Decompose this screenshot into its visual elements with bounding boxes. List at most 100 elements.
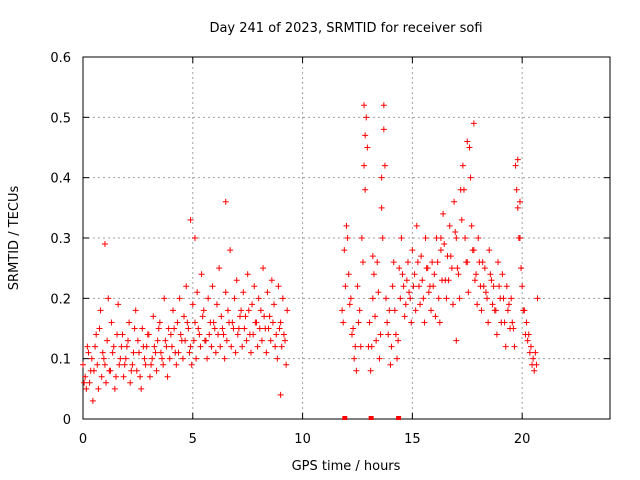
- data-point: [342, 283, 349, 290]
- data-point: [515, 235, 522, 241]
- data-point: [219, 325, 226, 332]
- data-point: [135, 349, 142, 356]
- data-point: [362, 186, 369, 193]
- data-point: [144, 331, 151, 338]
- data-point: [115, 301, 122, 308]
- data-point: [273, 331, 280, 338]
- data-point: [139, 325, 146, 332]
- data-point: [531, 367, 538, 374]
- data-point: [228, 343, 235, 350]
- data-point: [380, 126, 387, 133]
- data-point: [514, 204, 521, 211]
- data-point: [409, 247, 416, 254]
- data-point: [132, 307, 139, 314]
- data-point: [161, 295, 168, 302]
- data-point: [441, 241, 448, 248]
- data-point: [454, 265, 461, 272]
- data-point: [233, 277, 240, 284]
- data-point: [105, 295, 112, 302]
- data-point: [98, 373, 105, 380]
- data-point: [467, 174, 474, 181]
- data-point: [179, 355, 186, 362]
- data-point: [462, 235, 469, 241]
- data-point: [191, 235, 198, 241]
- data-point: [351, 355, 358, 362]
- data-point: [346, 301, 353, 308]
- data-point: [255, 295, 262, 302]
- data-point: [176, 295, 183, 302]
- data-point: [397, 295, 404, 302]
- data-point: [437, 247, 444, 254]
- y-tick-label: 0.1: [50, 353, 71, 368]
- data-point: [177, 331, 184, 338]
- data-point: [216, 265, 223, 272]
- data-point: [151, 343, 158, 350]
- data-point: [482, 289, 489, 296]
- data-point: [502, 343, 509, 350]
- data-point: [133, 367, 140, 374]
- data-point: [186, 349, 193, 356]
- y-tick-label: 0.3: [50, 232, 71, 247]
- data-point: [366, 319, 373, 326]
- data-point: [196, 331, 203, 338]
- data-point: [283, 361, 290, 368]
- data-point: [112, 373, 119, 380]
- data-point: [170, 307, 177, 314]
- x-tick-label: 10: [294, 432, 311, 447]
- data-point: [458, 216, 465, 223]
- data-point: [110, 343, 117, 350]
- data-point: [386, 307, 393, 314]
- data-point: [217, 343, 224, 350]
- x-tick-labels: 0 5 10 15 20: [79, 432, 531, 447]
- data-point: [210, 319, 217, 326]
- data-point: [204, 355, 211, 362]
- data-point: [211, 325, 218, 332]
- data-point: [357, 343, 364, 350]
- data-point: [475, 235, 482, 241]
- y-tick-labels: 0 0.1 0.2 0.3 0.4 0.5 0.6: [50, 51, 71, 428]
- data-point: [407, 295, 414, 302]
- data-point: [361, 162, 368, 169]
- data-point: [278, 343, 285, 350]
- data-point: [377, 331, 384, 338]
- data-point: [215, 331, 222, 338]
- data-point: [519, 283, 526, 290]
- data-point: [368, 343, 375, 350]
- data-point: [456, 295, 463, 302]
- data-point: [413, 222, 420, 229]
- data-point: [104, 337, 111, 344]
- data-point: [258, 337, 265, 344]
- data-point: [247, 349, 254, 356]
- data-point: [119, 331, 126, 338]
- data-point: [403, 277, 410, 284]
- data-point: [504, 307, 511, 314]
- data-point: [516, 198, 523, 205]
- data-point: [224, 307, 231, 314]
- data-point: [107, 367, 114, 374]
- data-point: [423, 265, 430, 272]
- data-point: [154, 337, 161, 344]
- data-point: [476, 259, 483, 266]
- data-point: [108, 319, 115, 326]
- data-point: [481, 265, 488, 272]
- data-point: [111, 385, 118, 392]
- data-point: [87, 367, 94, 374]
- data-point: [95, 385, 102, 392]
- data-point: [468, 222, 475, 229]
- data-point: [505, 301, 512, 308]
- data-point: [514, 156, 521, 163]
- data-point: [238, 307, 245, 314]
- data-point: [146, 373, 153, 380]
- data-point: [352, 343, 359, 350]
- data-point: [363, 114, 370, 121]
- data-point: [126, 319, 133, 326]
- data-point: [415, 283, 422, 290]
- data-point: [185, 325, 192, 332]
- data-point: [399, 271, 406, 278]
- data-point: [451, 198, 458, 205]
- data-point: [86, 379, 93, 386]
- data-point: [466, 144, 473, 151]
- data-point: [235, 325, 242, 332]
- data-point: [222, 289, 229, 296]
